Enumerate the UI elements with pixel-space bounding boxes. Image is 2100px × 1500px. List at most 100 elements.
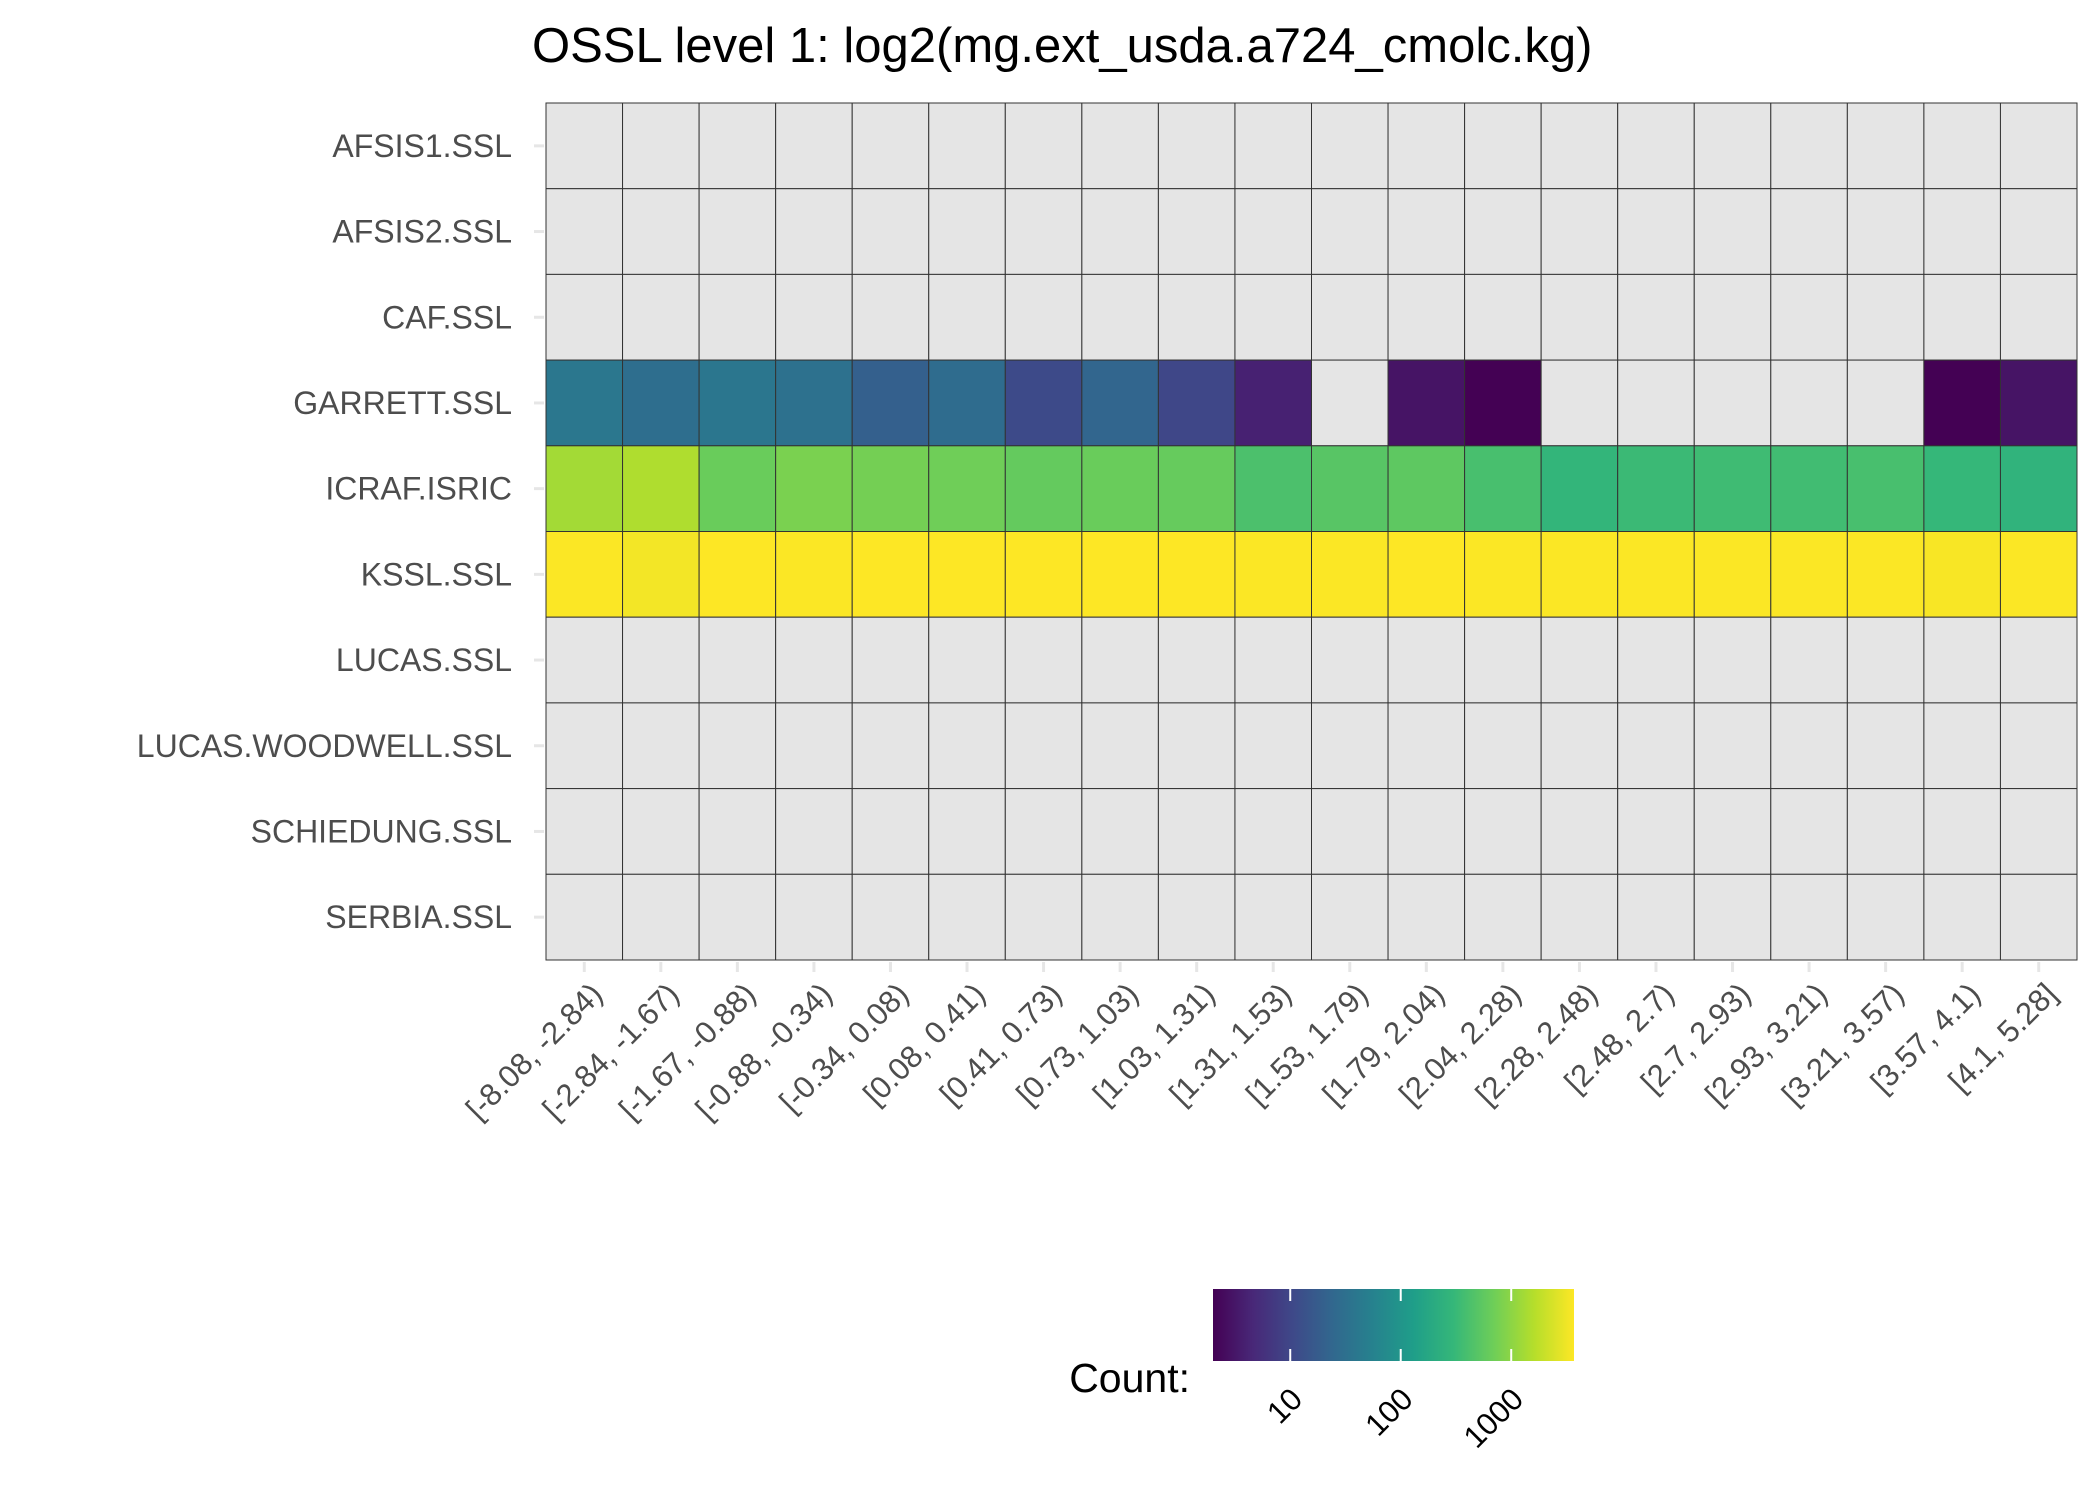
- heatmap-cell: [1923, 445, 2001, 532]
- heatmap-cell: [775, 445, 853, 532]
- heatmap-cell: [1157, 616, 1236, 704]
- heatmap-cell: [622, 531, 700, 618]
- heatmap-cell: [1540, 702, 1619, 790]
- heatmap-cell: [1387, 102, 1466, 190]
- heatmap-cell: [1617, 873, 1695, 961]
- heatmap-cell: [1081, 188, 1159, 275]
- heatmap-cell: [1846, 359, 1925, 447]
- heatmap-cell: [1770, 102, 1848, 190]
- heatmap-cell: [1234, 359, 1312, 447]
- heatmap-cell: [1770, 873, 1848, 961]
- heatmap-cell: [1157, 702, 1236, 790]
- heatmap-cell: [1234, 445, 1312, 532]
- heatmap-cell: [928, 273, 1006, 361]
- heatmap-cell: [1693, 702, 1772, 790]
- heatmap-cell: [1693, 616, 1772, 704]
- heatmap-cell: [1234, 788, 1312, 875]
- heatmap-cell: [1770, 445, 1848, 532]
- heatmap-cell: [1923, 531, 2001, 618]
- heatmap-cell: [1846, 873, 1925, 961]
- heatmap-cell: [1846, 102, 1925, 190]
- heatmap-cell: [1540, 102, 1619, 190]
- heatmap-cell: [545, 531, 624, 618]
- heatmap-cell: [1311, 188, 1389, 275]
- heatmap-cell: [1999, 188, 2078, 275]
- heatmap-cell: [1157, 788, 1236, 875]
- heatmap-cell: [1999, 873, 2078, 961]
- y-tick-label: ICRAF.ISRIC: [325, 471, 512, 507]
- y-tick-label: AFSIS1.SSL: [332, 128, 512, 164]
- heatmap-cell: [1846, 273, 1925, 361]
- heatmap-cell: [1157, 102, 1236, 190]
- heatmap-cell: [1157, 359, 1236, 447]
- heatmap-cell: [1770, 273, 1848, 361]
- heatmap-cell: [1617, 102, 1695, 190]
- heatmap-cell: [1999, 702, 2078, 790]
- heatmap-cell: [1311, 616, 1389, 704]
- heatmap-cell: [1693, 359, 1772, 447]
- heatmap-cell: [545, 445, 624, 532]
- heatmap-cell: [1540, 873, 1619, 961]
- heatmap-cell: [1846, 616, 1925, 704]
- heatmap-cell: [1464, 445, 1542, 532]
- heatmap-cell: [775, 102, 853, 190]
- heatmap-cell: [1081, 702, 1159, 790]
- heatmap-cell: [1234, 531, 1312, 618]
- heatmap-cell: [1464, 359, 1542, 447]
- heatmap-cell: [1004, 102, 1083, 190]
- heatmap-cell: [1540, 616, 1619, 704]
- heatmap-cell: [775, 359, 853, 447]
- heatmap-cell: [1923, 359, 2001, 447]
- heatmap-cell: [1693, 531, 1772, 618]
- heatmap-cell: [928, 102, 1006, 190]
- heatmap-cell: [1846, 702, 1925, 790]
- heatmap-cell: [1923, 102, 2001, 190]
- heatmap-cell: [1311, 359, 1389, 447]
- heatmap-cell: [775, 616, 853, 704]
- heatmap-cell: [1464, 616, 1542, 704]
- heatmap-cell: [1004, 188, 1083, 275]
- heatmap-cell: [928, 531, 1006, 618]
- heatmap-cell: [698, 188, 777, 275]
- heatmap-cell: [1617, 273, 1695, 361]
- heatmap-cell: [1081, 873, 1159, 961]
- heatmap-cell: [1387, 359, 1466, 447]
- heatmap-cell: [851, 616, 930, 704]
- heatmap-cell: [1464, 188, 1542, 275]
- colorbar: [1213, 1289, 1574, 1361]
- heatmap-cell: [1617, 788, 1695, 875]
- heatmap-cell: [622, 102, 700, 190]
- heatmap-cell: [1846, 445, 1925, 532]
- heatmap-cell: [1311, 531, 1389, 618]
- x-axis: [-8.08, -2.84)[-2.84, -1.67)[-1.67, -0.8…: [459, 962, 2064, 1126]
- heatmap-cell: [545, 188, 624, 275]
- heatmap-cell: [1923, 616, 2001, 704]
- heatmap-cell: [1311, 445, 1389, 532]
- heatmap-cell: [1999, 102, 2078, 190]
- heatmap-cell: [1234, 702, 1312, 790]
- heatmap-cell: [1923, 788, 2001, 875]
- heatmap-cell: [1770, 788, 1848, 875]
- heatmap-cell: [1770, 531, 1848, 618]
- y-tick-label: KSSL.SSL: [361, 556, 512, 592]
- heatmap-cells: [545, 102, 2078, 961]
- heatmap-cell: [775, 188, 853, 275]
- heatmap-cell: [851, 445, 930, 532]
- heatmap-cell: [851, 188, 930, 275]
- heatmap-cell: [1693, 788, 1772, 875]
- heatmap-cell: [851, 359, 930, 447]
- heatmap-cell: [851, 102, 930, 190]
- heatmap-cell: [1999, 788, 2078, 875]
- heatmap-cell: [1540, 273, 1619, 361]
- chart-title: OSSL level 1: log2(mg.ext_usda.a724_cmol…: [532, 19, 1592, 73]
- heatmap-cell: [1923, 188, 2001, 275]
- heatmap-cell: [1693, 102, 1772, 190]
- heatmap-cell: [698, 788, 777, 875]
- heatmap-cell: [1617, 445, 1695, 532]
- heatmap-cell: [1693, 873, 1772, 961]
- heatmap-cell: [775, 702, 853, 790]
- y-tick-label: LUCAS.SSL: [336, 642, 512, 678]
- heatmap-cell: [1234, 188, 1312, 275]
- heatmap-cell: [1004, 873, 1083, 961]
- heatmap-cell: [851, 702, 930, 790]
